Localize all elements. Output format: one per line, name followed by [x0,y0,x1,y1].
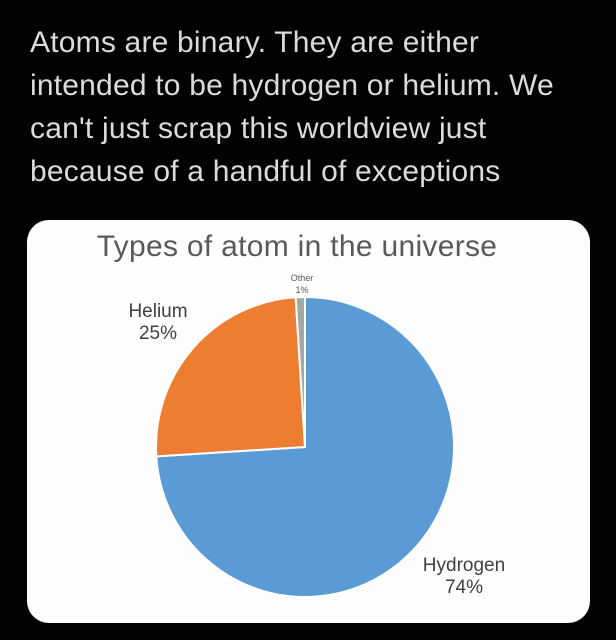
pie-label-helium-name: Helium [128,301,188,322]
caption-line: can't just scrap this worldview just [30,112,487,145]
pie-label-helium-pct: 25% [138,323,178,344]
pie-label-helium: Helium 25% [113,301,203,345]
chart-card: Types of atom in the universe Other 1% H… [27,220,590,623]
pie-label-hydrogen: Hydrogen 74% [419,555,509,599]
pie-slice-helium [154,296,306,458]
pie-label-other: Other 1% [272,272,332,296]
caption-line: intended to be hydrogen or helium. We [30,69,554,102]
pie-label-other-pct: 1% [295,285,309,295]
pie-label-hydrogen-name: Hydrogen [422,555,506,576]
pie-chart [154,296,455,598]
meme-caption: Atoms are binary. They are either intende… [30,21,554,193]
pie-slice-other [294,296,306,448]
caption-line: because of a handful of exceptions [30,155,501,188]
pie-label-hydrogen-pct: 74% [444,577,484,598]
caption-line: Atoms are binary. They are either [30,26,480,59]
pie-label-other-name: Other [290,273,314,283]
chart-title: Types of atom in the universe [96,230,498,263]
